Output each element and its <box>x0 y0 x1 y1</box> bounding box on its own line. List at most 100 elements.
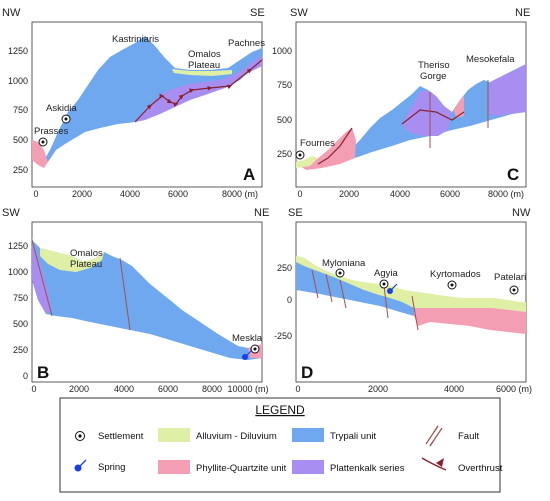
panel-d-place-label: Myloniana <box>322 258 366 269</box>
panel-d-settlement-icon <box>335 268 345 278</box>
panel-c-y-tick: 1000 <box>272 46 292 56</box>
panel-a-x-tick: 6000 <box>168 189 188 199</box>
legend-trypali-label: Trypali unit <box>330 431 376 442</box>
settlement-icon <box>75 431 85 441</box>
spring-icon <box>74 459 87 472</box>
panel-d-settlement-icon <box>509 285 519 295</box>
panel-b-fault <box>31 239 53 317</box>
panel-c-place-label: Gorge <box>420 71 446 82</box>
panel-a-place-label: Kastriniaris <box>112 34 159 45</box>
panel-a-y-tick: 1250 <box>8 46 28 56</box>
panel-d-y-tick: -250 <box>274 331 292 341</box>
panel-a-phyllite-quartzite <box>32 140 48 168</box>
panel-c-plattenkalk-series <box>402 90 452 136</box>
panel-a-settlement-icon <box>61 114 71 124</box>
panel-b-place-label: Meskla <box>232 333 263 344</box>
panel-d-y-tick: 250 <box>277 263 292 273</box>
panel-d-letter: D <box>301 363 313 382</box>
panel-a-place-label: Prasses <box>34 126 69 137</box>
panel-d-left-direction: SE <box>288 207 303 219</box>
panel-b-y-tick: 500 <box>13 319 28 329</box>
panel-b-y-tick: 1000 <box>8 267 28 277</box>
panel-b-spring-icon <box>242 349 253 360</box>
panel-b-x-tick: 0 <box>31 384 36 394</box>
panel-a-place-label: Omalos <box>188 49 221 60</box>
legend-trypali-swatch <box>292 428 324 442</box>
panel-b-trypali-unit <box>32 240 262 360</box>
legend-plattenkalk-swatch <box>292 460 324 474</box>
panel-d-x-tick: 2000 <box>368 384 388 394</box>
panel-b-frame <box>31 221 263 383</box>
panel-c-x-tick: 4000 <box>390 189 410 199</box>
panel-c-overthrust <box>401 109 465 125</box>
panel-c-right-direction: NE <box>515 7 530 19</box>
panel-d-spring-icon <box>387 283 398 294</box>
legend-overthrust-label: Overthrust <box>458 463 503 474</box>
legend-plattenkalk-label: Plattenkalk series <box>330 463 405 474</box>
panel-a-left-direction: NW <box>2 7 21 19</box>
panel-b-x-tick: 6000 <box>158 384 178 394</box>
panel-b-place-label: Omalos <box>70 248 103 259</box>
panel-c-place-label: Fournes <box>300 138 335 149</box>
panel-b-alluvium <box>40 248 104 272</box>
panel-d-x-tick: 0 <box>295 384 300 394</box>
panel-d-place-label: Agyia <box>374 268 398 279</box>
panel-a-place-label: Pachnes <box>228 38 265 49</box>
panel-a-overthrust <box>134 59 263 123</box>
panel-d-fault <box>311 269 319 299</box>
panel-a-place-label: Plateau <box>188 60 220 71</box>
panel-d-place-label: Kyrtomados <box>430 269 481 280</box>
legend-fault-label: Fault <box>458 431 479 442</box>
panel-c-alluvium <box>296 156 318 168</box>
panel-b: SW NE Omalos Plateau Meskla 1250 1000 75… <box>2 207 269 394</box>
panel-c-phyllite-quartzite <box>454 96 464 118</box>
panel-b-settlement-icon <box>250 344 260 354</box>
panel-c-letter: C <box>507 165 519 184</box>
panel-c-x-tick: 0 <box>297 189 302 199</box>
panel-a-y-tick: 1000 <box>8 76 28 86</box>
panel-c-y-tick: 250 <box>277 149 292 159</box>
panel-b-fault <box>119 257 131 331</box>
panel-a-y-tick: 250 <box>13 165 28 175</box>
panel-c-y-tick: 750 <box>277 80 292 90</box>
panel-d-place-label: Patelari <box>494 272 526 283</box>
panel-b-y-tick: 250 <box>13 345 28 355</box>
panel-a: NW SE Kastriniaris Omalos Plateau Pachne… <box>2 7 265 199</box>
legend-box <box>59 397 501 493</box>
panel-d-fault <box>411 295 419 331</box>
panel-b-y-tick: 0 <box>23 371 28 381</box>
panel-d-settlement-icon <box>379 279 389 289</box>
panel-c-y-tick: 500 <box>277 115 292 125</box>
panel-a-y-tick: 500 <box>13 135 28 145</box>
panel-a-letter: A <box>243 165 255 184</box>
panel-c-overthrust <box>317 127 353 165</box>
overthrust-icon <box>421 457 447 471</box>
panel-a-frame <box>31 21 263 188</box>
panel-b-x-tick: 10000 (m) <box>227 384 268 394</box>
legend-alluvium-label: Alluvium - Diluvium <box>196 431 277 442</box>
legend-alluvium-swatch <box>158 428 190 442</box>
panel-a-right-direction: SE <box>250 7 265 19</box>
panel-c-place-label: Theriso <box>418 60 450 71</box>
panel-d-fault <box>339 279 347 309</box>
panel-a-trypali-unit <box>40 36 262 166</box>
panel-b-x-tick: 4000 <box>114 384 134 394</box>
panel-a-x-tick: 2000 <box>72 189 92 199</box>
panel-c-x-tick: 6000 <box>440 189 460 199</box>
panel-c-plattenkalk-series <box>488 64 526 116</box>
legend: LEGEND Settlement Spring Alluvium - Dilu… <box>59 397 503 493</box>
panel-d-x-tick: 6000 (m) <box>496 384 532 394</box>
panel-c-phyllite-quartzite <box>300 128 356 170</box>
legend-settlement-label: Settlement <box>98 431 144 442</box>
panel-b-plattenkalk-series <box>32 238 52 314</box>
fault-icon <box>425 425 443 447</box>
panel-c-settlement-icon <box>295 150 305 160</box>
panel-a-y-tick: 750 <box>13 105 28 115</box>
panel-c-x-tick: 8000 (m) <box>488 189 524 199</box>
panel-a-settlement-icon <box>38 137 48 147</box>
panel-d: SE NW Myloniana Agyia Kyrtomados Patelar… <box>274 207 532 394</box>
legend-spring-label: Spring <box>98 462 125 473</box>
legend-phyllite-label: Phyllite-Quartzite unit <box>196 463 287 474</box>
panel-b-place-label: Plateau <box>70 259 102 270</box>
